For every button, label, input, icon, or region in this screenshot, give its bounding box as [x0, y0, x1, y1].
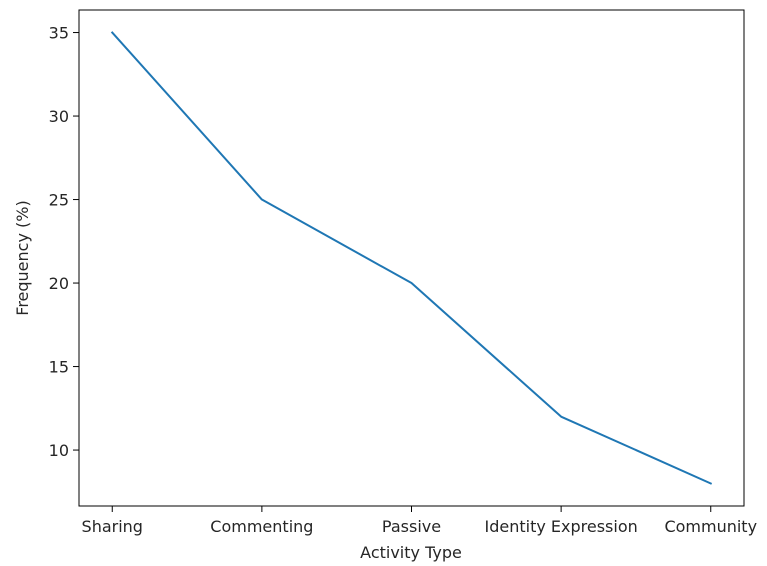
x-tick-label: Passive: [382, 517, 441, 536]
y-tick-label: 10: [49, 441, 69, 460]
y-tick-label: 15: [49, 358, 69, 377]
x-tick-label: Identity Expression: [484, 517, 637, 536]
x-axis-title: Activity Type: [360, 543, 462, 562]
plot-background: [79, 10, 744, 506]
y-tick-label: 25: [49, 191, 69, 210]
x-tick-label: Sharing: [82, 517, 143, 536]
y-axis-ticks: 10 15 20 25 30 35: [49, 24, 79, 461]
y-axis-title: Frequency (%): [13, 200, 32, 315]
y-tick-label: 30: [49, 107, 69, 126]
x-tick-label: Commenting: [210, 517, 313, 536]
y-tick-label: 35: [49, 24, 69, 43]
x-axis-ticks: Sharing Commenting Passive Identity Express…: [82, 506, 758, 536]
x-tick-label: Community: [664, 517, 757, 536]
y-tick-label: 20: [49, 274, 69, 293]
